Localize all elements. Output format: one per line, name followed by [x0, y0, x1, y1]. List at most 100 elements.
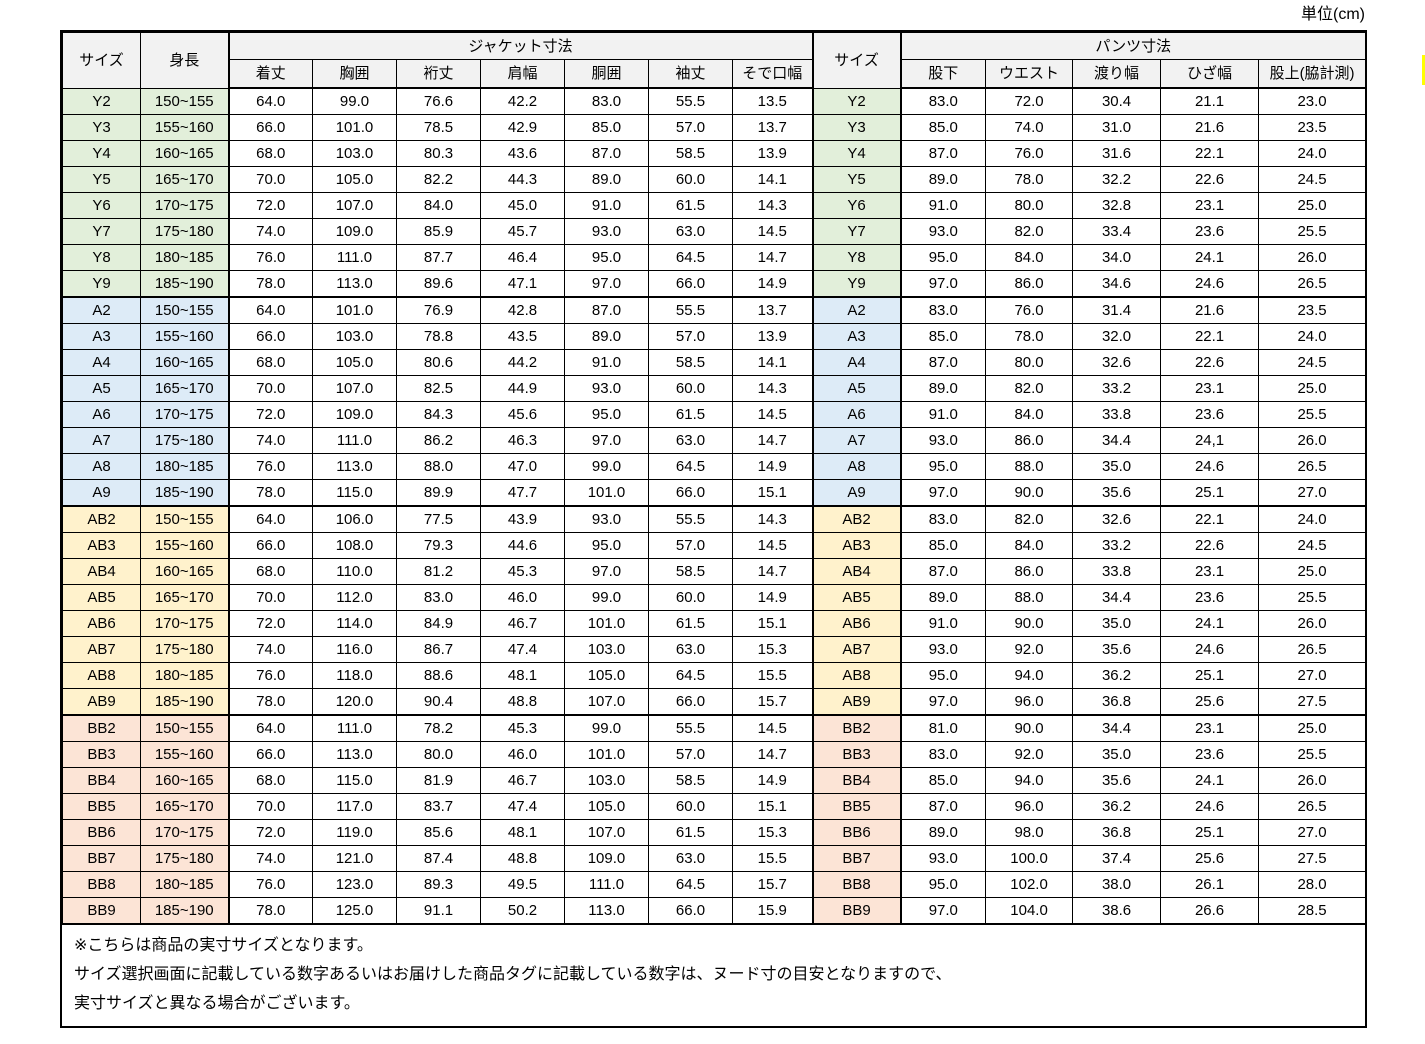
table-row: A4 160~165 68.0 105.0 80.6 44.2 91.0 58.5 14.1 A4…: [62, 349, 1367, 376]
height-cell: 180~185: [140, 453, 229, 480]
jacket-measure-cell: 76.0: [227, 662, 313, 689]
note-line: 実寸サイズと異なる場合がございます。: [74, 995, 360, 1012]
jacket-measure-cell: 115.0: [312, 767, 397, 794]
size-cell: Y2: [62, 87, 141, 115]
jacket-measure-cell: 110.0: [312, 558, 397, 585]
size-cell: AB2: [62, 505, 141, 533]
jacket-measure-cell: 46.0: [480, 741, 565, 768]
pants-measure-cell: 88.0: [985, 584, 1074, 611]
jacket-measure-cell: 119.0: [312, 819, 397, 846]
pants-measure-cell: 90.0: [985, 610, 1074, 637]
pants-measure-cell: 25.0: [1258, 558, 1367, 585]
jacket-measure-cell: 44.2: [480, 349, 565, 376]
jacket-measure-cell: 83.0: [564, 87, 649, 115]
pants-measure-cell: 23.1: [1160, 714, 1260, 742]
size-cell-2: AB4: [811, 558, 902, 585]
height-cell: 155~160: [140, 741, 229, 768]
pants-measure-cell: 23.6: [1160, 218, 1260, 245]
jacket-measure-cell: 78.0: [227, 897, 313, 925]
jacket-measure-cell: 15.5: [731, 845, 814, 872]
size-cell-2: BB4: [811, 767, 902, 794]
height-cell: 185~190: [140, 270, 229, 298]
jacket-measure-cell: 76.6: [396, 87, 481, 115]
jacket-measure-cell: 45.3: [480, 558, 565, 585]
jacket-measure-cell: 89.6: [396, 270, 481, 298]
jacket-measure-cell: 14.5: [731, 401, 814, 428]
height-cell: 160~165: [140, 349, 229, 376]
size-cell-2: Y2: [811, 87, 902, 115]
pants-measure-cell: 80.0: [985, 192, 1074, 219]
size-cell: A8: [62, 453, 141, 480]
jacket-measure-cell: 99.0: [564, 453, 649, 480]
jacket-measure-cell: 106.0: [312, 505, 397, 533]
size-cell: A7: [62, 427, 141, 454]
jacket-measure-cell: 84.3: [396, 401, 481, 428]
size-cell: AB9: [62, 688, 141, 716]
height-cell: 185~190: [140, 479, 229, 507]
jacket-measure-cell: 72.0: [227, 401, 313, 428]
jacket-measure-cell: 44.3: [480, 166, 565, 193]
jacket-measure-cell: 14.5: [731, 532, 814, 559]
jacket-measure-cell: 74.0: [227, 845, 313, 872]
jacket-measure-cell: 78.2: [396, 714, 481, 742]
pants-measure-cell: 25.0: [1258, 192, 1367, 219]
pants-measure-cell: 97.0: [900, 479, 987, 507]
pants-measure-cell: 93.0: [900, 427, 987, 454]
size-cell: AB3: [62, 532, 141, 559]
pants-measure-cell: 84.0: [985, 401, 1074, 428]
size-cell-2: A4: [811, 349, 902, 376]
height-cell: 175~180: [140, 218, 229, 245]
pants-measure-cell: 32.6: [1072, 505, 1162, 533]
jacket-measure-cell: 84.0: [396, 192, 481, 219]
jacket-measure-cell: 108.0: [312, 532, 397, 559]
jacket-measure-cell: 89.9: [396, 479, 481, 507]
jacket-measure-cell: 68.0: [227, 349, 313, 376]
size-cell: AB4: [62, 558, 141, 585]
size-cell-2: Y9: [811, 270, 902, 298]
jacket-measure-cell: 13.9: [731, 323, 814, 350]
jacket-measure-cell: 101.0: [564, 741, 649, 768]
jacket-measure-cell: 87.4: [396, 845, 481, 872]
jacket-measure-cell: 64.5: [648, 662, 733, 689]
jacket-measure-cell: 14.7: [731, 244, 814, 271]
jacket-measure-cell: 68.0: [227, 767, 313, 794]
pants-measure-cell: 25.1: [1160, 479, 1260, 507]
jacket-measure-cell: 111.0: [312, 244, 397, 271]
pants-measure-cell: 85.0: [900, 323, 987, 350]
size-cell-2: A9: [811, 479, 902, 507]
pants-measure-cell: 32.8: [1072, 192, 1162, 219]
height-cell: 180~185: [140, 662, 229, 689]
table-row: Y7 175~180 74.0 109.0 85.9 45.7 93.0 63.0 14.5 Y7…: [62, 218, 1367, 245]
size-cell: A4: [62, 349, 141, 376]
jacket-measure-cell: 64.5: [648, 871, 733, 898]
size-cell: A2: [62, 296, 141, 324]
pants-measure-cell: 92.0: [985, 741, 1074, 768]
pants-measure-cell: 31.6: [1072, 140, 1162, 167]
pants-measure-cell: 24,1: [1160, 427, 1260, 454]
jacket-measure-cell: 83.0: [396, 584, 481, 611]
size-cell-2: AB5: [811, 584, 902, 611]
height-cell: 155~160: [140, 114, 229, 141]
col-header-pants-2: ウエスト: [985, 59, 1074, 89]
jacket-measure-cell: 60.0: [648, 166, 733, 193]
jacket-measure-cell: 14.3: [731, 375, 814, 402]
pants-measure-cell: 98.0: [985, 819, 1074, 846]
col-header-pants-group: パンツ寸法: [900, 32, 1367, 60]
table-row: AB9 185~190 78.0 120.0 90.4 48.8 107.0 66.0 15.7…: [62, 688, 1367, 716]
col-header-size: サイズ: [62, 32, 141, 89]
table-row: Y2 150~155 64.0 99.0 76.6 42.2 83.0 55.5 13.5 Y2 8…: [62, 87, 1367, 115]
pants-measure-cell: 82.0: [985, 218, 1074, 245]
table-row: AB6 170~175 72.0 114.0 84.9 46.7 101.0 61.5 15.1…: [62, 610, 1367, 637]
jacket-measure-cell: 66.0: [648, 270, 733, 298]
pants-measure-cell: 24.0: [1258, 323, 1367, 350]
jacket-measure-cell: 109.0: [312, 401, 397, 428]
pants-measure-cell: 24.6: [1160, 636, 1260, 663]
pants-measure-cell: 34.4: [1072, 714, 1162, 742]
size-cell-2: A2: [811, 296, 902, 324]
jacket-measure-cell: 103.0: [312, 323, 397, 350]
pants-measure-cell: 24.1: [1160, 767, 1260, 794]
jacket-measure-cell: 48.1: [480, 819, 565, 846]
size-cell-2: Y8: [811, 244, 902, 271]
pants-measure-cell: 32.0: [1072, 323, 1162, 350]
note-line: サイズ選択画面に記載している数字あるいはお届けした商品タグに記載している数字は、…: [74, 966, 952, 983]
